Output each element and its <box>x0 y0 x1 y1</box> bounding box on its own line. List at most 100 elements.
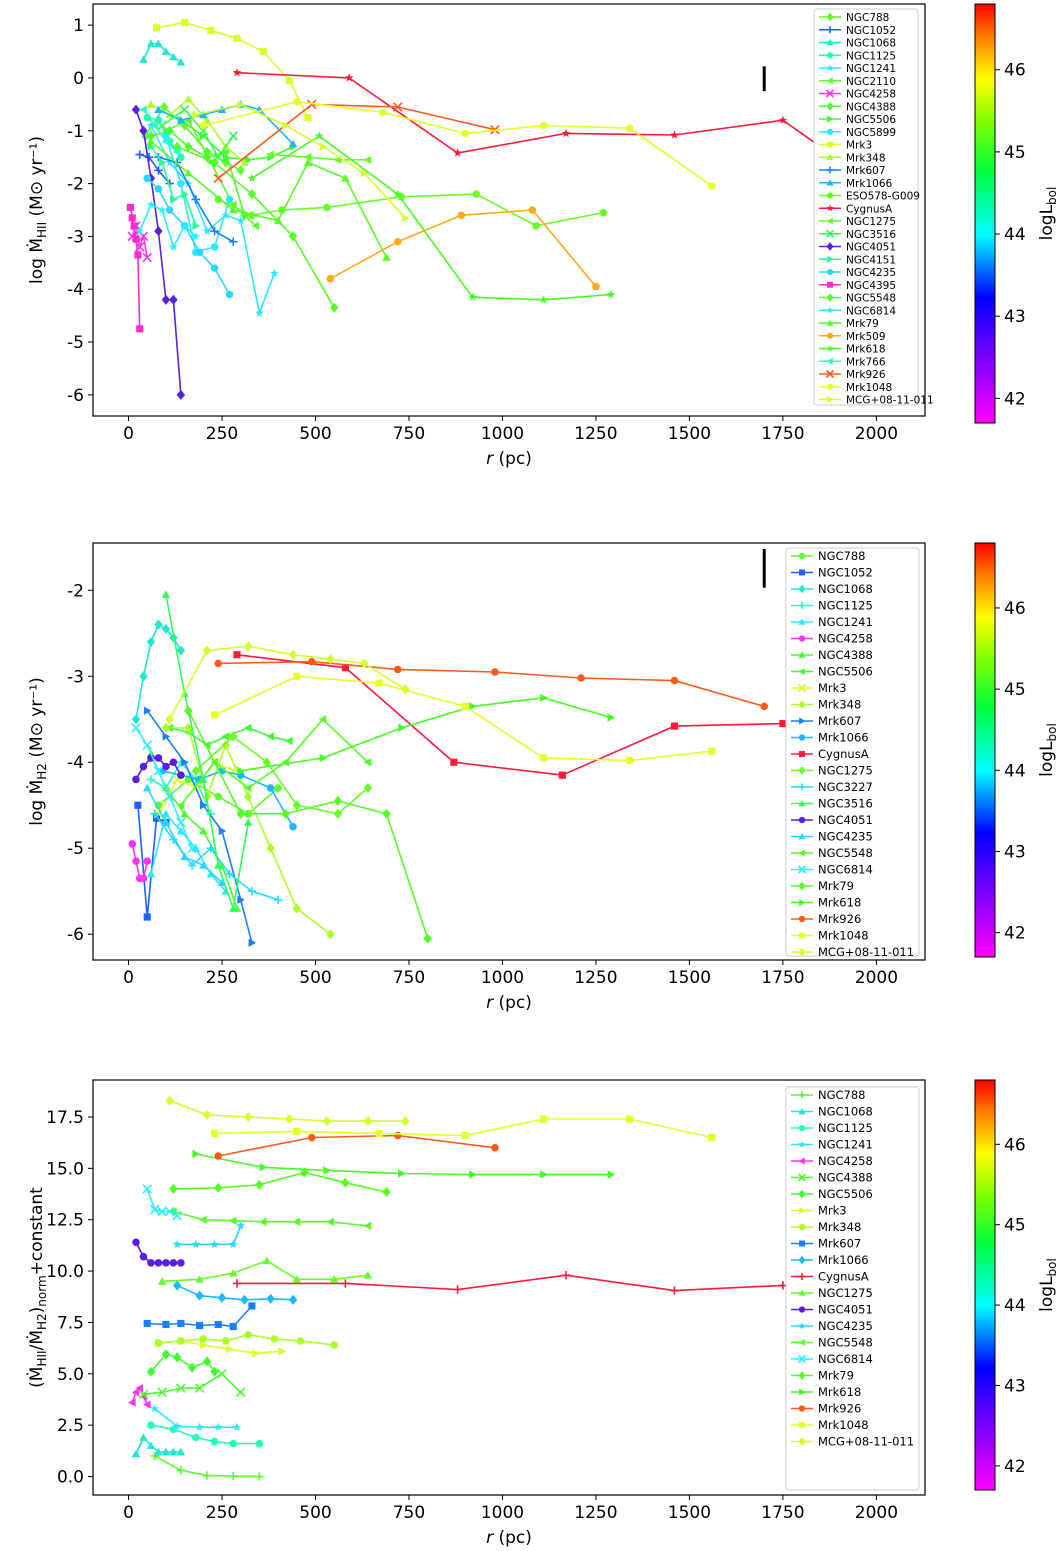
data-point <box>162 762 170 771</box>
series-NGC5548 <box>176 715 372 810</box>
legend-entry: CygnusA <box>791 747 869 761</box>
data-point <box>229 1471 238 1481</box>
legend-label: Mrk348 <box>846 152 886 164</box>
data-point <box>229 1322 237 1331</box>
legend-label: NGC5899 <box>846 127 896 139</box>
legend-label: NGC2110 <box>846 76 896 88</box>
data-point <box>307 1133 316 1142</box>
data-point <box>293 1127 301 1135</box>
data-point <box>177 153 185 161</box>
data-point <box>329 302 339 313</box>
data-point <box>169 1183 178 1194</box>
data-point <box>333 808 343 819</box>
legend-label: NGC1052 <box>818 566 873 580</box>
data-point <box>244 155 253 165</box>
data-point <box>202 152 212 163</box>
colorbar-tick-label: 44 <box>1004 761 1026 781</box>
legend-label: NGC6814 <box>818 863 873 877</box>
x-tick-label: 750 <box>393 1503 425 1523</box>
series-CygnusA <box>233 651 895 851</box>
data-point <box>213 1422 223 1431</box>
data-point <box>164 791 175 802</box>
legend-label: NGC4258 <box>818 1154 873 1168</box>
data-point <box>461 702 469 710</box>
data-point <box>165 157 175 167</box>
legend-entry: NGC1068 <box>791 582 873 596</box>
data-point <box>214 792 223 801</box>
data-point <box>154 39 163 47</box>
data-point <box>196 1321 204 1330</box>
data-point <box>255 308 264 317</box>
data-point <box>363 758 372 767</box>
series-Mrk79 <box>146 137 391 261</box>
series-Mrk1066 <box>172 1280 298 1305</box>
data-point <box>708 747 716 755</box>
legend-label: NGC5506 <box>846 114 896 126</box>
x-tick-label: 1500 <box>668 424 711 444</box>
y-tick-label: -4 <box>67 753 84 773</box>
legend-entry: NGC1125 <box>791 1121 873 1135</box>
data-point <box>360 168 369 178</box>
series-line <box>195 735 369 815</box>
legend-label: NGC4151 <box>846 254 896 266</box>
data-point <box>176 801 185 810</box>
y-axis-label: log ṀHII (M⊙ yr⁻¹) <box>26 136 49 284</box>
data-point <box>157 1277 167 1285</box>
data-point <box>233 34 241 42</box>
series-NGC4395 <box>126 203 144 333</box>
legend-entry: Mrk348 <box>819 152 886 164</box>
legend-label: Mrk348 <box>818 698 861 712</box>
data-point <box>382 253 391 261</box>
data-point <box>184 705 193 716</box>
series-MCG+08-11-011 <box>165 1095 410 1127</box>
legend-entry: NGC5548 <box>791 846 873 860</box>
series-line <box>217 193 604 227</box>
legend-label: NGC1125 <box>818 599 873 613</box>
legend-label: NGC4395 <box>846 280 896 292</box>
legend-label: NGC3516 <box>818 797 873 811</box>
data-point <box>453 148 462 157</box>
data-point <box>135 150 144 159</box>
data-point <box>176 1466 186 1475</box>
data-point <box>247 189 257 200</box>
data-point <box>540 693 548 702</box>
data-point <box>625 124 634 132</box>
legend-entry: Mrk1048 <box>791 1418 869 1432</box>
data-point <box>177 771 185 779</box>
data-point <box>214 861 223 869</box>
data-point <box>176 57 186 66</box>
series-NGC4235 <box>172 1221 246 1249</box>
y-tick-label: 15.0 <box>46 1159 84 1179</box>
legend-entry: Mrk79 <box>819 318 879 330</box>
data-point <box>326 654 335 665</box>
data-point <box>150 1451 159 1461</box>
data-point <box>184 722 193 733</box>
colorbar: 42 43 44 45 46 logLbol <box>974 3 1059 424</box>
data-point <box>147 1421 155 1429</box>
data-point <box>288 231 298 242</box>
x-tick-label: 250 <box>206 968 238 988</box>
legend-label: Mrk1048 <box>818 929 869 943</box>
data-point <box>154 226 163 237</box>
data-point <box>147 1259 155 1267</box>
data-point <box>165 206 174 214</box>
series-line <box>165 594 249 912</box>
data-point <box>161 1447 171 1456</box>
data-point <box>169 758 178 767</box>
legend-label: NGC4051 <box>818 813 873 827</box>
legend-label: NGC3516 <box>846 229 896 241</box>
series-NGC4258 <box>128 840 152 883</box>
data-point <box>146 100 156 108</box>
data-point <box>398 1169 406 1178</box>
data-point <box>177 179 185 188</box>
legend-entry: NGC5506 <box>791 1187 873 1201</box>
data-point <box>491 1144 499 1152</box>
data-point <box>266 732 274 741</box>
data-point <box>318 715 327 724</box>
data-point <box>172 1210 182 1221</box>
legend-entry: NGC1052 <box>819 25 896 37</box>
colorbar-tick-label: 46 <box>1004 1135 1026 1155</box>
data-point <box>393 189 403 198</box>
data-point <box>237 766 245 776</box>
series-NGC1068 <box>131 1433 186 1458</box>
